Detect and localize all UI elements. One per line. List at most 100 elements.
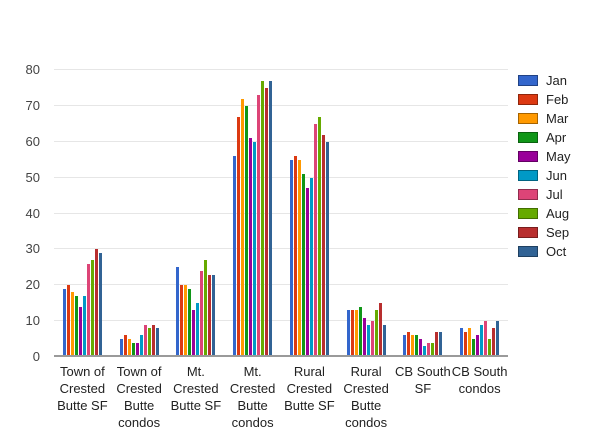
- bar-jan-5[interactable]: [289, 159, 293, 357]
- x-axis-line: [54, 355, 508, 357]
- bar-feb-8[interactable]: [464, 331, 468, 357]
- bar-apr-6[interactable]: [358, 306, 362, 357]
- bar-feb-1[interactable]: [66, 285, 70, 357]
- bar-feb-7[interactable]: [407, 331, 411, 357]
- bar-oct-6[interactable]: [382, 324, 386, 357]
- bar-apr-3[interactable]: [188, 288, 192, 357]
- bar-mar-5[interactable]: [297, 159, 301, 357]
- legend-item-mar: Mar: [518, 109, 571, 128]
- bar-jul-1[interactable]: [86, 263, 90, 357]
- bar-jun-8[interactable]: [480, 324, 484, 357]
- bar-jun-7[interactable]: [423, 346, 427, 357]
- bar-jan-4[interactable]: [233, 156, 237, 357]
- bar-may-3[interactable]: [192, 310, 196, 357]
- y-tick-label: 10: [25, 313, 40, 329]
- bar-jan-2[interactable]: [119, 339, 123, 357]
- bar-jan-3[interactable]: [176, 267, 180, 357]
- bar-jul-4[interactable]: [257, 95, 261, 357]
- legend-label: Oct: [546, 244, 567, 259]
- bar-mar-2[interactable]: [127, 339, 131, 357]
- bar-apr-8[interactable]: [472, 339, 476, 357]
- bar-may-4[interactable]: [249, 138, 253, 357]
- bar-jun-3[interactable]: [196, 303, 200, 357]
- legend-item-apr: Apr: [518, 128, 571, 147]
- bar-may-7[interactable]: [419, 339, 423, 357]
- gridline: [54, 176, 508, 178]
- bar-may-6[interactable]: [362, 317, 366, 357]
- bar-jul-3[interactable]: [200, 270, 204, 357]
- bar-sep-1[interactable]: [94, 249, 98, 357]
- legend-item-jul: Jul: [518, 185, 571, 204]
- bar-oct-2[interactable]: [155, 328, 159, 357]
- bar-mar-6[interactable]: [354, 310, 358, 357]
- bar-feb-2[interactable]: [123, 335, 127, 357]
- bar-oct-1[interactable]: [98, 252, 102, 357]
- bar-aug-7[interactable]: [431, 342, 435, 357]
- bar-aug-2[interactable]: [147, 328, 151, 357]
- bar-aug-4[interactable]: [261, 80, 265, 357]
- bar-mar-3[interactable]: [184, 285, 188, 357]
- bar-aug-6[interactable]: [374, 310, 378, 357]
- bar-may-1[interactable]: [78, 306, 82, 357]
- bar-aug-5[interactable]: [317, 116, 321, 357]
- bar-apr-1[interactable]: [74, 296, 78, 357]
- y-axis-labels: 0 10 20 30 40 50 60 70 80: [0, 62, 46, 364]
- legend-swatch-icon: [518, 75, 538, 86]
- bar-apr-4[interactable]: [245, 105, 249, 357]
- plot-area: [54, 69, 508, 357]
- bar-feb-3[interactable]: [180, 285, 184, 357]
- bar-jul-5[interactable]: [313, 123, 317, 357]
- bar-jan-8[interactable]: [460, 328, 464, 357]
- bar-feb-4[interactable]: [237, 116, 241, 357]
- bar-feb-5[interactable]: [293, 156, 297, 357]
- bar-aug-1[interactable]: [90, 260, 94, 357]
- legend-swatch-icon: [518, 227, 538, 238]
- bar-jul-2[interactable]: [143, 324, 147, 357]
- bar-jan-7[interactable]: [403, 335, 407, 357]
- bar-may-2[interactable]: [135, 342, 139, 357]
- bar-sep-6[interactable]: [378, 303, 382, 357]
- bar-jun-6[interactable]: [366, 324, 370, 357]
- bar-apr-2[interactable]: [131, 342, 135, 357]
- legend-swatch-icon: [518, 151, 538, 162]
- bar-sep-8[interactable]: [492, 328, 496, 357]
- bar-oct-8[interactable]: [496, 321, 500, 357]
- bar-jul-8[interactable]: [484, 321, 488, 357]
- bar-oct-4[interactable]: [269, 80, 273, 357]
- bar-jun-1[interactable]: [82, 296, 86, 357]
- bar-oct-3[interactable]: [212, 274, 216, 357]
- bar-jan-6[interactable]: [346, 310, 350, 357]
- legend-item-aug: Aug: [518, 204, 571, 223]
- legend: Jan Feb Mar Apr May Jun Jul Aug Sep Oct: [518, 71, 571, 261]
- bar-oct-7[interactable]: [439, 331, 443, 357]
- bar-apr-7[interactable]: [415, 335, 419, 357]
- bar-jun-2[interactable]: [139, 335, 143, 357]
- bar-sep-7[interactable]: [435, 331, 439, 357]
- bar-oct-5[interactable]: [325, 141, 329, 357]
- bar-mar-7[interactable]: [411, 335, 415, 357]
- bar-mar-8[interactable]: [468, 328, 472, 357]
- gridline: [54, 284, 508, 286]
- bar-aug-3[interactable]: [204, 260, 208, 357]
- bar-sep-2[interactable]: [151, 324, 155, 357]
- bar-mar-4[interactable]: [241, 98, 245, 357]
- bar-mar-1[interactable]: [70, 292, 74, 357]
- bar-may-5[interactable]: [305, 188, 309, 357]
- bar-jul-6[interactable]: [370, 321, 374, 357]
- x-tick-label: Mt. Crested Butte SF: [170, 364, 222, 413]
- bar-apr-5[interactable]: [301, 174, 305, 357]
- bar-sep-5[interactable]: [321, 134, 325, 357]
- bar-jun-4[interactable]: [253, 141, 257, 357]
- bar-sep-4[interactable]: [265, 87, 269, 357]
- bar-aug-8[interactable]: [488, 339, 492, 357]
- legend-item-may: May: [518, 147, 571, 166]
- bar-jun-5[interactable]: [309, 177, 313, 357]
- bar-feb-6[interactable]: [350, 310, 354, 357]
- bar-group: [224, 70, 281, 357]
- y-tick-label: 80: [25, 62, 40, 77]
- bar-may-8[interactable]: [476, 335, 480, 357]
- bar-jan-1[interactable]: [62, 288, 66, 357]
- bar-jul-7[interactable]: [427, 342, 431, 357]
- legend-swatch-icon: [518, 132, 538, 143]
- bar-sep-3[interactable]: [208, 274, 212, 357]
